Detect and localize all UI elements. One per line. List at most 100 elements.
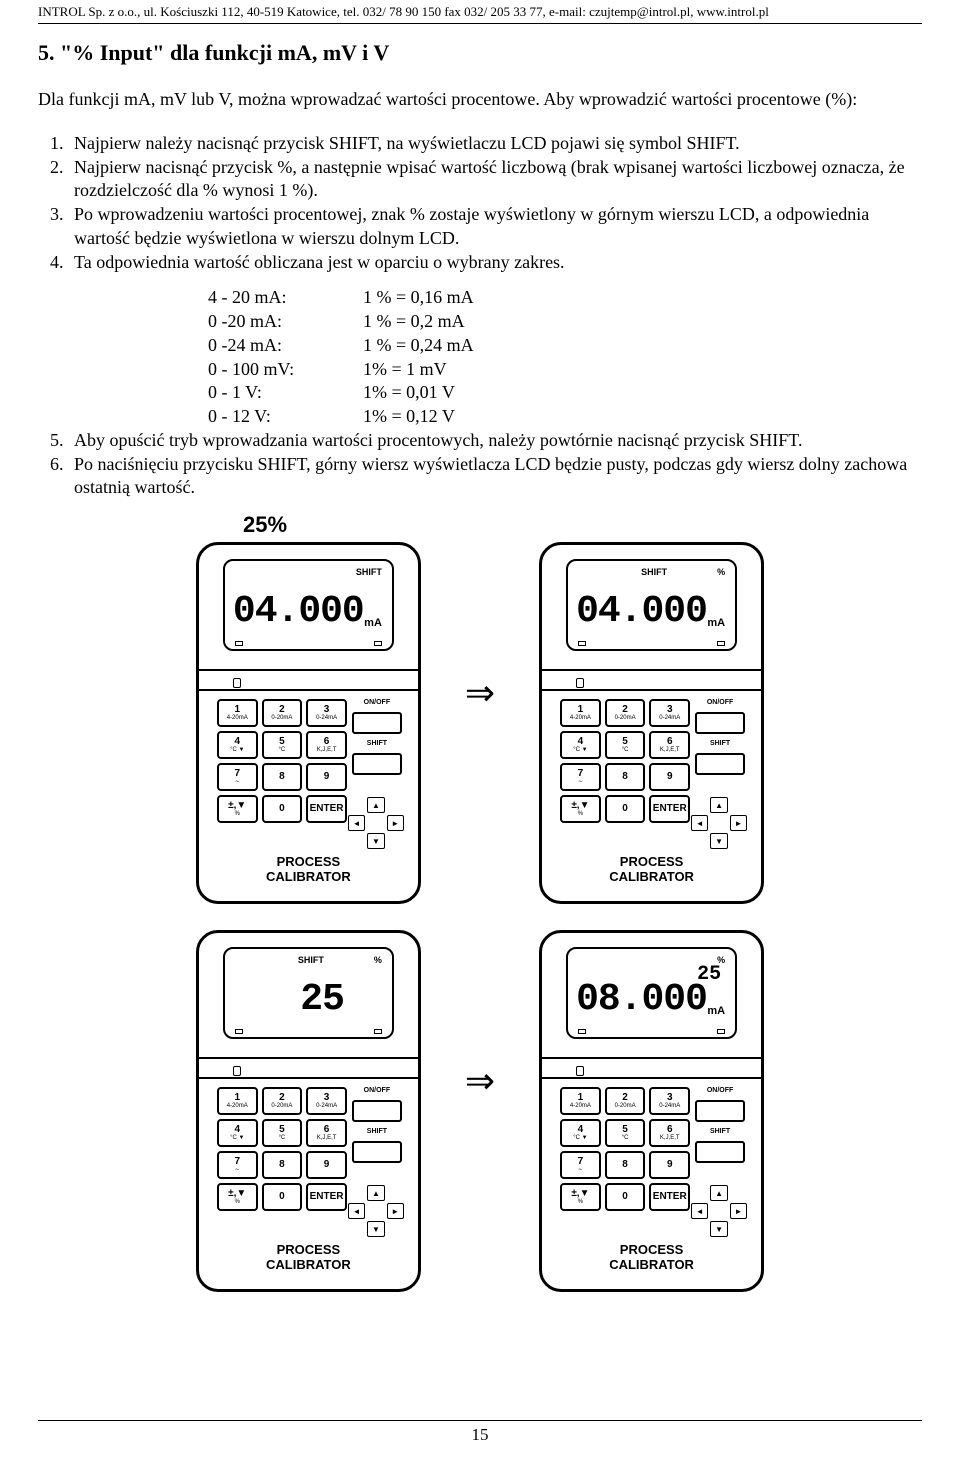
side-buttons: ON/OFF SHIFT <box>352 699 402 775</box>
keypad-key: ±,▼% <box>560 795 601 823</box>
lcd-indicator: SHIFT% <box>298 955 382 965</box>
calibrator-device: SHIFT 04.000 mA 14-20mA20-20mA30-24mA4°C… <box>196 542 421 904</box>
range-value: 1 % = 0,2 mA <box>363 310 922 334</box>
step-item: Po naciśnięciu przycisku SHIFT, górny wi… <box>68 453 922 501</box>
step-item: Po wprowadzeniu wartości procentowej, zn… <box>68 203 922 251</box>
range-value: 1 % = 0,24 mA <box>363 334 922 358</box>
shift-label: SHIFT <box>695 740 745 747</box>
keypad-key: 14-20mA <box>217 699 258 727</box>
range-label: 0 -20 mA: <box>208 310 363 334</box>
intro-paragraph: Dla funkcji mA, mV lub V, można wprowadz… <box>38 88 922 112</box>
arrow-pad: ▲ ◄► ▼ <box>691 1185 747 1237</box>
range-row: 4 - 20 mA:1 % = 0,16 mA <box>208 286 922 310</box>
shift-label: SHIFT <box>352 740 402 747</box>
lcd-main-value: 04.000 <box>233 590 364 633</box>
onoff-button <box>695 1100 745 1122</box>
keypad-key: 5°C <box>605 1119 646 1147</box>
side-buttons: ON/OFF SHIFT <box>695 1087 745 1163</box>
keypad-key: 6K,J,E,T <box>649 731 690 759</box>
keypad-key: 0 <box>262 1183 303 1211</box>
device-divider <box>199 669 418 691</box>
onoff-label: ON/OFF <box>695 1087 745 1094</box>
lcd-unit: mA <box>707 1005 725 1017</box>
keypad: 14-20mA20-20mA30-24mA4°C ▼5°C6K,J,E,T7∼8… <box>560 1087 690 1211</box>
keypad-key: 6K,J,E,T <box>306 731 347 759</box>
onoff-label: ON/OFF <box>352 699 402 706</box>
keypad-key: ±,▼% <box>217 1183 258 1211</box>
keypad-key: 0 <box>262 795 303 823</box>
keypad: 14-20mA20-20mA30-24mA4°C ▼5°C6K,J,E,T7∼8… <box>217 1087 347 1211</box>
step-item: Najpierw nacisnąć przycisk %, a następni… <box>68 156 922 204</box>
device-divider <box>542 669 761 691</box>
keypad-key: 30-24mA <box>649 699 690 727</box>
device-row: SHIFT 04.000 mA 14-20mA20-20mA30-24mA4°C… <box>38 542 922 904</box>
keypad-key: 30-24mA <box>306 1087 347 1115</box>
device-label: PROCESSCALIBRATOR <box>199 855 418 885</box>
page-footer: 15 <box>38 1420 922 1445</box>
keypad-key: 6K,J,E,T <box>306 1119 347 1147</box>
keypad-key: ENTER <box>306 1183 347 1211</box>
arrow-icon: ⇒ <box>459 1060 501 1102</box>
keypad-key: 8 <box>605 1151 646 1179</box>
arrow-pad: ▲ ◄► ▼ <box>348 1185 404 1237</box>
keypad-key: 4°C ▼ <box>560 1119 601 1147</box>
page-number: 15 <box>472 1425 489 1444</box>
device-label: PROCESSCALIBRATOR <box>199 1243 418 1273</box>
keypad-key: 0 <box>605 1183 646 1211</box>
keypad: 14-20mA20-20mA30-24mA4°C ▼5°C6K,J,E,T7∼8… <box>560 699 690 823</box>
keypad-key: 20-20mA <box>262 1087 303 1115</box>
range-row: 0 -24 mA:1 % = 0,24 mA <box>208 334 922 358</box>
keypad-key: 8 <box>262 763 303 791</box>
onoff-button <box>352 712 402 734</box>
range-table: 4 - 20 mA:1 % = 0,16 mA 0 -20 mA:1 % = 0… <box>38 286 922 429</box>
calibrator-device: SHIFT% 04.000 mA 14-20mA20-20mA30-24mA4°… <box>539 542 764 904</box>
keypad-key: 14-20mA <box>560 1087 601 1115</box>
keypad-key: 8 <box>605 763 646 791</box>
keypad-key: 20-20mA <box>605 699 646 727</box>
onoff-button <box>352 1100 402 1122</box>
keypad-key: 4°C ▼ <box>217 1119 258 1147</box>
keypad-key: 20-20mA <box>605 1087 646 1115</box>
arrow-icon: ⇒ <box>459 672 501 714</box>
range-label: 0 -24 mA: <box>208 334 363 358</box>
onoff-label: ON/OFF <box>352 1087 402 1094</box>
range-label: 4 - 20 mA: <box>208 286 363 310</box>
lcd-unit: mA <box>707 617 725 629</box>
keypad-key: 20-20mA <box>262 699 303 727</box>
keypad-key: ENTER <box>649 1183 690 1211</box>
lcd-indicator: SHIFT <box>356 567 382 577</box>
step-item: Aby opuścić tryb wprowadzania wartości p… <box>68 429 922 453</box>
calibrator-device: SHIFT% 25 14-20mA20-20mA30-24mA4°C ▼5°C6… <box>196 930 421 1292</box>
keypad-key: 8 <box>262 1151 303 1179</box>
range-row: 0 - 1 V:1% = 0,01 V <box>208 381 922 405</box>
shift-button <box>352 1141 402 1163</box>
steps-list-cont: Aby opuścić tryb wprowadzania wartości p… <box>38 429 922 500</box>
keypad-key: 30-24mA <box>306 699 347 727</box>
device-label: PROCESSCALIBRATOR <box>542 855 761 885</box>
lcd-main-value: 25 <box>300 978 344 1021</box>
keypad-key: 5°C <box>605 731 646 759</box>
lcd-main-value: 08.000 <box>576 978 707 1021</box>
device-row: SHIFT% 25 14-20mA20-20mA30-24mA4°C ▼5°C6… <box>38 930 922 1292</box>
range-label: 0 - 100 mV: <box>208 358 363 382</box>
shift-label: SHIFT <box>695 1128 745 1135</box>
onoff-button <box>695 712 745 734</box>
shift-button <box>352 753 402 775</box>
keypad-key: ENTER <box>306 795 347 823</box>
keypad-key: 5°C <box>262 731 303 759</box>
range-row: 0 - 100 mV:1% = 1 mV <box>208 358 922 382</box>
step-item: Najpierw należy nacisnąć przycisk SHIFT,… <box>68 132 922 156</box>
lcd-unit: mA <box>364 617 382 629</box>
keypad-key: 9 <box>649 763 690 791</box>
range-value: 1% = 1 mV <box>363 358 922 382</box>
keypad-key: 7∼ <box>560 763 601 791</box>
range-row: 0 -20 mA:1 % = 0,2 mA <box>208 310 922 334</box>
keypad-key: 0 <box>605 795 646 823</box>
range-row: 0 - 12 V:1% = 0,12 V <box>208 405 922 429</box>
side-buttons: ON/OFF SHIFT <box>352 1087 402 1163</box>
keypad-key: 5°C <box>262 1119 303 1147</box>
calibrator-device: % 25 08.000 mA 14-20mA20-20mA30-24mA4°C … <box>539 930 764 1292</box>
keypad-key: 14-20mA <box>560 699 601 727</box>
lcd-panel: % 25 08.000 mA <box>566 947 737 1039</box>
keypad-key: 6K,J,E,T <box>649 1119 690 1147</box>
